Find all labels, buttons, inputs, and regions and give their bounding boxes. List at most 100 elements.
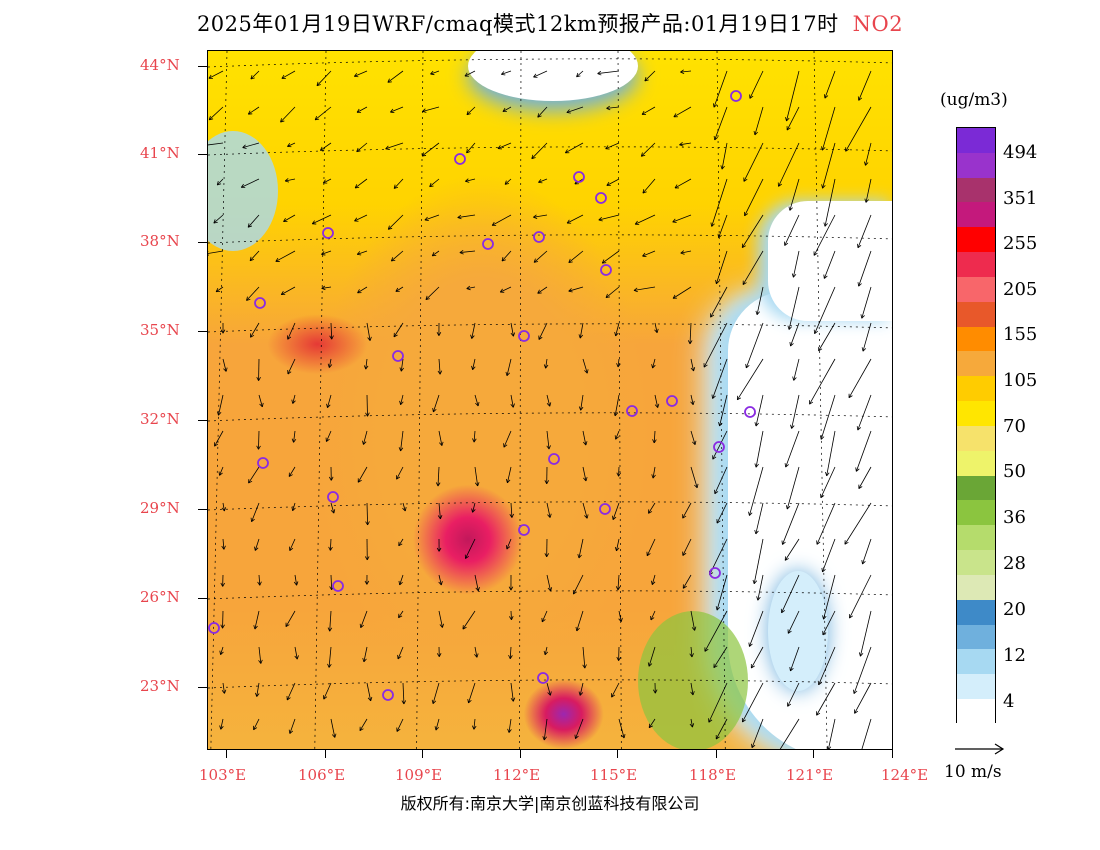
wind-arrow (861, 322, 872, 352)
wind-arrow (362, 430, 368, 445)
legend-swatch (957, 152, 995, 178)
wind-arrow (471, 502, 476, 513)
wind-arrow (543, 646, 549, 656)
wind-arrow (574, 718, 584, 739)
city-marker (548, 453, 560, 465)
wind-arrow (546, 430, 551, 450)
wind-arrow (396, 718, 404, 732)
wind-arrow (819, 394, 836, 440)
wind-arrow (651, 466, 656, 479)
wind-arrow (365, 502, 370, 526)
wind-arrow (281, 70, 296, 79)
wind-arrow (314, 106, 332, 121)
longitude-gridline (416, 51, 424, 749)
wind-arrow (293, 574, 299, 586)
wind-arrow (601, 250, 620, 264)
legend-swatch (957, 351, 995, 377)
wind-arrow (711, 358, 728, 399)
wind-arrow (438, 610, 445, 628)
wind-arrow (820, 466, 836, 499)
wind-arrow (247, 214, 260, 228)
legend-swatch (957, 326, 995, 352)
wind-arrow (809, 358, 836, 405)
wind-arrow (325, 430, 332, 442)
wind-arrow (741, 214, 764, 248)
wind-arrow (385, 142, 404, 150)
wind-arrow (311, 214, 332, 225)
wind-arrow (690, 430, 697, 445)
wind-arrow (393, 178, 404, 189)
wind-arrow (321, 250, 332, 256)
wind-arrow (354, 70, 368, 78)
wind-arrow (541, 610, 548, 623)
wind-arrow (291, 430, 297, 443)
wind-arrow (546, 574, 553, 592)
wind-arrow (509, 502, 514, 518)
wind-arrow (474, 466, 480, 487)
legend-label: 50 (1003, 461, 1026, 482)
lon-label: 115°E (590, 766, 638, 784)
wind-arrow (578, 322, 584, 339)
wind-arrow (316, 70, 332, 87)
wind-arrow (752, 538, 764, 585)
wind-arrow (327, 358, 333, 368)
wind-arrow (614, 322, 620, 337)
wind-arrow (605, 142, 620, 150)
legend-swatch (957, 276, 995, 302)
wind-arrow (821, 142, 836, 189)
legend-label: 494 (1003, 142, 1038, 163)
wind-arrow (327, 610, 333, 632)
wind-arrow (779, 718, 800, 749)
wind-arrow (289, 538, 296, 551)
wind-arrow (821, 106, 836, 151)
wind-arrow (280, 286, 296, 296)
wind-arrow (546, 394, 552, 407)
city-marker (713, 441, 725, 453)
wind-arrow (438, 430, 444, 446)
legend-label: 28 (1003, 553, 1026, 574)
wind-arrow (219, 646, 224, 655)
wind-arrow (785, 466, 800, 510)
wind-arrow (253, 610, 260, 630)
longitude-gridline (716, 51, 726, 749)
wind-arrow (242, 142, 260, 149)
wind-arrow (398, 430, 404, 452)
wind-arrow (641, 106, 656, 115)
wind-arrow (673, 106, 692, 118)
wind-arrow (291, 394, 296, 404)
wind-arrow (566, 214, 584, 224)
wind-arrow (648, 718, 656, 729)
city-marker (208, 622, 220, 634)
city-marker (518, 524, 530, 536)
wind-arrow (543, 358, 549, 369)
wind-and-grid-layer (208, 51, 892, 749)
legend-swatch (957, 401, 995, 426)
wind-arrow (816, 682, 836, 716)
wind-arrow (575, 610, 584, 632)
wind-arrow (505, 466, 512, 484)
city-marker (257, 457, 269, 469)
wind-arrow (845, 106, 872, 152)
city-marker (327, 491, 339, 503)
legend-label: 4 (1003, 691, 1015, 712)
wind-arrow (366, 322, 372, 341)
wind-arrow (792, 358, 800, 381)
wind-arrow (690, 358, 696, 372)
wind-arrow (777, 142, 800, 187)
lat-label: 44°N (140, 56, 180, 74)
wind-arrow (817, 646, 836, 686)
wind-arrow (357, 466, 368, 483)
wind-arrow (855, 430, 872, 472)
city-marker (744, 406, 756, 418)
wind-arrow (250, 502, 260, 523)
wind-arrow (216, 394, 224, 416)
wind-arrow (716, 502, 728, 524)
wind-arrow (823, 70, 836, 99)
wind-arrow (546, 502, 552, 518)
wind-arrow (861, 718, 872, 749)
wind-arrow (466, 142, 476, 154)
wind-arrow (789, 646, 800, 672)
wind-arrow (618, 718, 626, 739)
lat-label: 41°N (140, 144, 180, 162)
city-marker (600, 264, 612, 276)
